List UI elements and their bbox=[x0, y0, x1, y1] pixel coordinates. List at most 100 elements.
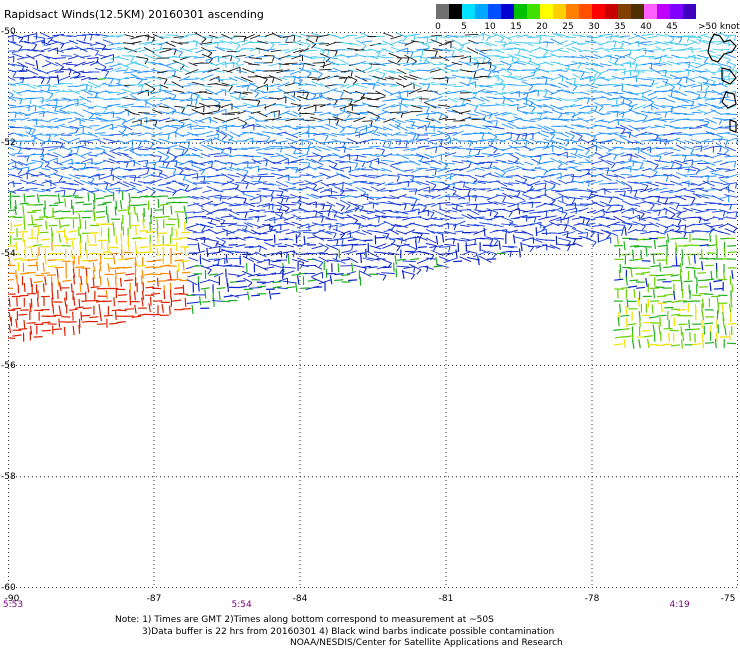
wind-barb bbox=[38, 69, 49, 75]
wind-barb bbox=[229, 62, 239, 65]
wind-barb bbox=[459, 256, 472, 263]
wind-barb bbox=[667, 95, 681, 101]
wind-barb bbox=[396, 153, 410, 160]
wind-barb bbox=[579, 207, 589, 212]
wind-barb bbox=[360, 214, 371, 220]
wind-barb bbox=[163, 290, 166, 300]
wind-barb-flag bbox=[509, 251, 512, 258]
wind-barb bbox=[179, 85, 191, 87]
wind-barb bbox=[152, 216, 162, 219]
wind-barb bbox=[500, 176, 513, 179]
wind-barb bbox=[628, 103, 638, 108]
wind-barb bbox=[383, 153, 393, 158]
wind-barb bbox=[368, 266, 378, 269]
wind-barb bbox=[317, 34, 331, 38]
wind-barb bbox=[68, 67, 81, 75]
wind-barb bbox=[242, 255, 255, 263]
latitude-label: -54 bbox=[1, 249, 16, 260]
wind-barb bbox=[577, 144, 590, 151]
latitude-label: -58 bbox=[1, 471, 16, 482]
wind-barb bbox=[202, 189, 212, 193]
wind-barb bbox=[325, 104, 337, 106]
coastline-segment bbox=[721, 67, 737, 85]
wind-barb bbox=[297, 104, 310, 108]
wind-barb bbox=[412, 96, 422, 100]
wind-barb bbox=[345, 243, 359, 246]
wind-barb bbox=[527, 215, 541, 219]
wind-barb bbox=[339, 230, 351, 236]
wind-barb bbox=[45, 41, 58, 47]
wind-barb bbox=[396, 265, 410, 268]
wind-barb bbox=[290, 145, 302, 152]
wind-barb bbox=[718, 176, 729, 179]
wind-barb bbox=[82, 109, 94, 115]
wind-barb bbox=[45, 186, 56, 191]
wind-barb bbox=[150, 61, 164, 66]
wind-barb bbox=[466, 47, 479, 54]
wind-barb bbox=[185, 173, 198, 177]
wind-barb bbox=[229, 187, 239, 191]
wind-barb-flag bbox=[217, 42, 219, 49]
wind-barb-flag bbox=[721, 78, 726, 85]
wind-barb bbox=[396, 168, 407, 173]
wind-barb bbox=[431, 83, 446, 86]
wind-barb bbox=[362, 230, 373, 235]
wind-barb bbox=[243, 277, 253, 284]
wind-barb bbox=[124, 34, 135, 38]
wind-barb bbox=[44, 179, 57, 186]
wind-barb bbox=[188, 111, 199, 116]
wind-barb-flag bbox=[572, 174, 575, 181]
wind-barb bbox=[306, 76, 318, 79]
wind-barb-flag bbox=[265, 160, 268, 167]
wind-barb bbox=[664, 293, 674, 296]
wind-barb bbox=[702, 180, 715, 187]
wind-barb bbox=[296, 40, 310, 45]
wind-barb bbox=[352, 264, 367, 269]
wind-barb-flag bbox=[677, 219, 682, 226]
wind-barb bbox=[709, 233, 711, 243]
wind-barb-flag bbox=[322, 62, 326, 69]
wind-barb bbox=[242, 270, 254, 277]
wind-barb bbox=[380, 159, 395, 163]
wind-barb bbox=[347, 201, 360, 208]
wind-barb bbox=[613, 133, 627, 138]
wind-barb bbox=[270, 263, 284, 269]
wind-barb bbox=[257, 223, 270, 229]
wind-barb bbox=[256, 274, 266, 277]
wind-barb bbox=[94, 47, 108, 50]
wind-barb bbox=[391, 104, 401, 108]
wind-barb bbox=[237, 124, 247, 128]
wind-barb bbox=[138, 48, 149, 53]
wind-barb bbox=[664, 306, 674, 309]
wind-barb bbox=[403, 104, 417, 107]
wind-barb bbox=[15, 318, 18, 328]
wind-barb bbox=[389, 90, 401, 96]
wind-barb bbox=[72, 261, 75, 271]
wind-barb bbox=[432, 209, 445, 216]
wind-barb bbox=[52, 166, 67, 170]
wind-barb bbox=[627, 228, 637, 234]
wind-barb bbox=[396, 110, 409, 115]
wind-barb bbox=[129, 181, 142, 187]
wind-barb bbox=[163, 90, 177, 96]
wind-barb bbox=[74, 88, 88, 93]
wind-barb-flag bbox=[525, 133, 528, 140]
wind-barb bbox=[355, 112, 368, 115]
wind-barb bbox=[300, 287, 310, 289]
wind-barb-flag bbox=[374, 116, 380, 122]
wind-barb bbox=[348, 42, 360, 46]
wind-barb bbox=[78, 298, 81, 308]
wind-barb bbox=[388, 189, 399, 193]
wind-barb-flag bbox=[410, 51, 414, 58]
wind-barb bbox=[270, 110, 280, 113]
wind-barb bbox=[529, 221, 542, 226]
wind-barb bbox=[116, 82, 129, 88]
wind-barb bbox=[206, 175, 220, 178]
wind-barb bbox=[283, 216, 295, 221]
wind-barb bbox=[156, 219, 159, 229]
wind-barb bbox=[473, 146, 488, 149]
wind-barb bbox=[367, 84, 380, 86]
wind-barb bbox=[214, 83, 228, 87]
wind-barb bbox=[123, 42, 135, 45]
wind-barb bbox=[510, 207, 520, 213]
